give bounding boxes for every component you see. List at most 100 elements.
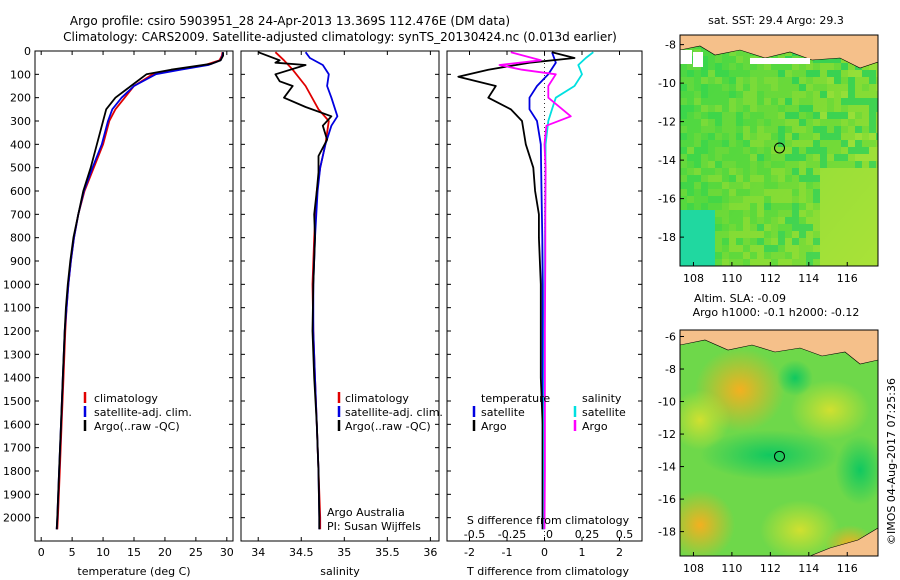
map-lon-label: 116 [837, 562, 858, 575]
map-lat-label: -14 [658, 154, 676, 167]
legend-label-climatology: climatology [94, 392, 158, 405]
map-lon-label: 108 [683, 562, 704, 575]
sst-map-panel: sat. SST: 29.4 Argo: 29.3 108 110 112 114 11… [658, 14, 879, 285]
depth-tick-label: 1500 [3, 395, 31, 408]
sla-map-title-line2: Argo h1000: -0.1 h2000: -0.12 [693, 306, 860, 319]
s-diff-tick-label: 0.25 [575, 528, 600, 541]
map-lon-label: 110 [721, 272, 742, 285]
x-tick-label: 5 [69, 546, 76, 559]
salinity-y-ticks [241, 50, 439, 519]
figure-title-line1: Argo profile: csiro 5903951_28 24-Apr-20… [70, 14, 510, 28]
depth-tick-label: 1000 [3, 278, 31, 291]
series-line-climatology [56, 52, 224, 530]
salinity-legend: climatology satellite-adj. clim. Argo(..… [337, 392, 443, 433]
x-tick-label: 35 [337, 546, 351, 559]
float-owner-annotation: Argo Australia [327, 506, 405, 519]
x-tick-label: 1 [579, 546, 586, 559]
legend-header-temperature: temperature [481, 392, 550, 405]
depth-tick-label: 400 [10, 138, 31, 151]
s-diff-tick-label: -0.25 [498, 528, 526, 541]
depth-tick-label: 900 [10, 255, 31, 268]
x-tick-label: 30 [220, 546, 234, 559]
map-lat-label: -6 [665, 331, 676, 344]
series-line-argo-raw-qc- [55, 52, 225, 530]
float-pi-annotation: PI: Susan Wijffels [327, 520, 421, 533]
argo-position-marker [773, 450, 785, 462]
map-lon-label: 112 [760, 562, 781, 575]
depth-tick-label: 100 [10, 68, 31, 81]
legend-label-temp-argo: Argo [481, 420, 507, 433]
temperature-panel: 0100200300400500600700800900100011001200… [3, 45, 234, 578]
map-lat-label: -8 [665, 39, 676, 52]
sst-map-title: sat. SST: 29.4 Argo: 29.3 [708, 14, 844, 27]
depth-tick-label: 1900 [3, 488, 31, 501]
s-difference-tick-labels: -0.5 -0.25 0 0.25 0.5 [464, 528, 633, 541]
depth-tick-label: 200 [10, 92, 31, 105]
legend-label-satellite: satellite-adj. clim. [345, 406, 443, 419]
legend-label-sal-argo: Argo [582, 420, 608, 433]
sst-field [680, 35, 878, 266]
depth-tick-label: 700 [10, 208, 31, 221]
legend-label-sal-satellite: satellite [582, 406, 626, 419]
sla-map-panel: Altim. SLA: -0.09 Argo h1000: -0.1 h2000… [658, 292, 879, 575]
series-line-satellite-adj-clim- [55, 52, 224, 530]
map-lon-label: 114 [798, 272, 819, 285]
series-line-salinity-argo [498, 51, 572, 530]
salinity-x-axis: 34 34.5 35 35.5 36 [251, 51, 437, 559]
x-tick-label: 0 [541, 546, 548, 559]
s-diff-tick-label: -0.5 [464, 528, 485, 541]
map-lat-label: -12 [658, 116, 676, 129]
x-tick-label: 36 [423, 546, 437, 559]
temperature-legend: climatology satellite-adj. clim. Argo(..… [83, 392, 192, 433]
map-lat-label: -18 [658, 526, 676, 539]
t-difference-label: T difference from climatology [466, 565, 629, 578]
sst-map-frame [679, 34, 879, 267]
difference-panel: -2 -1 0 1 2 S difference from climatology -0… [446, 50, 643, 578]
depth-tick-label: 2000 [3, 512, 31, 525]
argo-position-marker [773, 142, 785, 154]
temperature-axes-frame [34, 50, 234, 542]
s-diff-tick-label: 0 [546, 528, 553, 541]
map-lat-label: -12 [658, 428, 676, 441]
x-tick-label: -1 [502, 546, 513, 559]
temperature-x-label: temperature (deg C) [77, 565, 190, 578]
depth-tick-label: 800 [10, 232, 31, 245]
depth-axis: 0 100 200 300 400 500 600 700 800 900 1000 1100 1200… [3, 45, 233, 525]
map-lat-label: -16 [658, 493, 676, 506]
map-lat-label: -18 [658, 231, 676, 244]
map-lon-label: 108 [683, 272, 704, 285]
map-lat-label: -10 [658, 77, 676, 90]
sla-map-frame [679, 329, 879, 557]
depth-tick-label: 600 [10, 185, 31, 198]
x-tick-label: 0 [38, 546, 45, 559]
depth-tick-label: 500 [10, 162, 31, 175]
map-lat-label: -10 [658, 396, 676, 409]
x-tick-label: 34.5 [289, 546, 314, 559]
depth-tick-label: 0 [24, 45, 31, 58]
depth-tick-label: 1200 [3, 325, 31, 338]
series-line-satellite-adj-clim- [304, 51, 339, 530]
x-tick-label: 25 [189, 546, 203, 559]
map-lon-label: 114 [798, 562, 819, 575]
depth-tick-label: 1700 [3, 442, 31, 455]
map-lon-label: 116 [837, 272, 858, 285]
series-line-climatology [274, 51, 330, 530]
legend-label-argo: Argo(..raw -QC) [94, 420, 180, 433]
sla-field [680, 330, 878, 556]
x-tick-label: -2 [464, 546, 475, 559]
x-tick-label: 10 [96, 546, 110, 559]
depth-tick-label: 1600 [3, 418, 31, 431]
salinity-axes-frame [240, 50, 440, 542]
depth-tick-label: 1800 [3, 465, 31, 478]
salinity-panel: 34 34.5 35 35.5 36 salinity climatology sate… [240, 50, 443, 578]
imos-timestamp: ©IMOS 04-Aug-2017 07:25:36 [885, 378, 898, 545]
series-line-temperature-argo [457, 51, 576, 530]
legend-label-satellite: satellite-adj. clim. [94, 406, 192, 419]
figure-title-line2: Climatology: CARS2009. Satellite-adjuste… [63, 30, 617, 44]
x-tick-label: 35.5 [375, 546, 400, 559]
series-line-argo-raw-qc- [257, 51, 333, 530]
map-lat-label: -16 [658, 193, 676, 206]
depth-tick-label: 1100 [3, 302, 31, 315]
s-difference-label: S difference from climatology [467, 514, 630, 527]
